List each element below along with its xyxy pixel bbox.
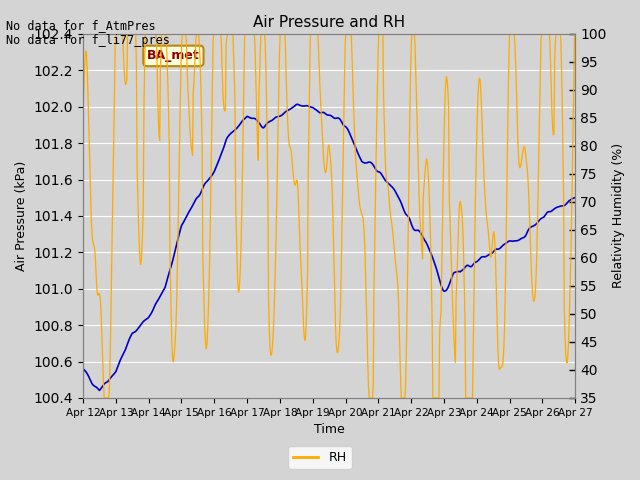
Legend: RH: RH bbox=[289, 446, 351, 469]
Y-axis label: Relativity Humidity (%): Relativity Humidity (%) bbox=[612, 144, 625, 288]
X-axis label: Time: Time bbox=[314, 423, 344, 436]
Text: No data for f_AtmPres
No data for f_li77_pres: No data for f_AtmPres No data for f_li77… bbox=[6, 19, 170, 47]
Y-axis label: Air Pressure (kPa): Air Pressure (kPa) bbox=[15, 161, 28, 271]
Title: Air Pressure and RH: Air Pressure and RH bbox=[253, 15, 405, 30]
Text: BA_met: BA_met bbox=[147, 49, 200, 62]
